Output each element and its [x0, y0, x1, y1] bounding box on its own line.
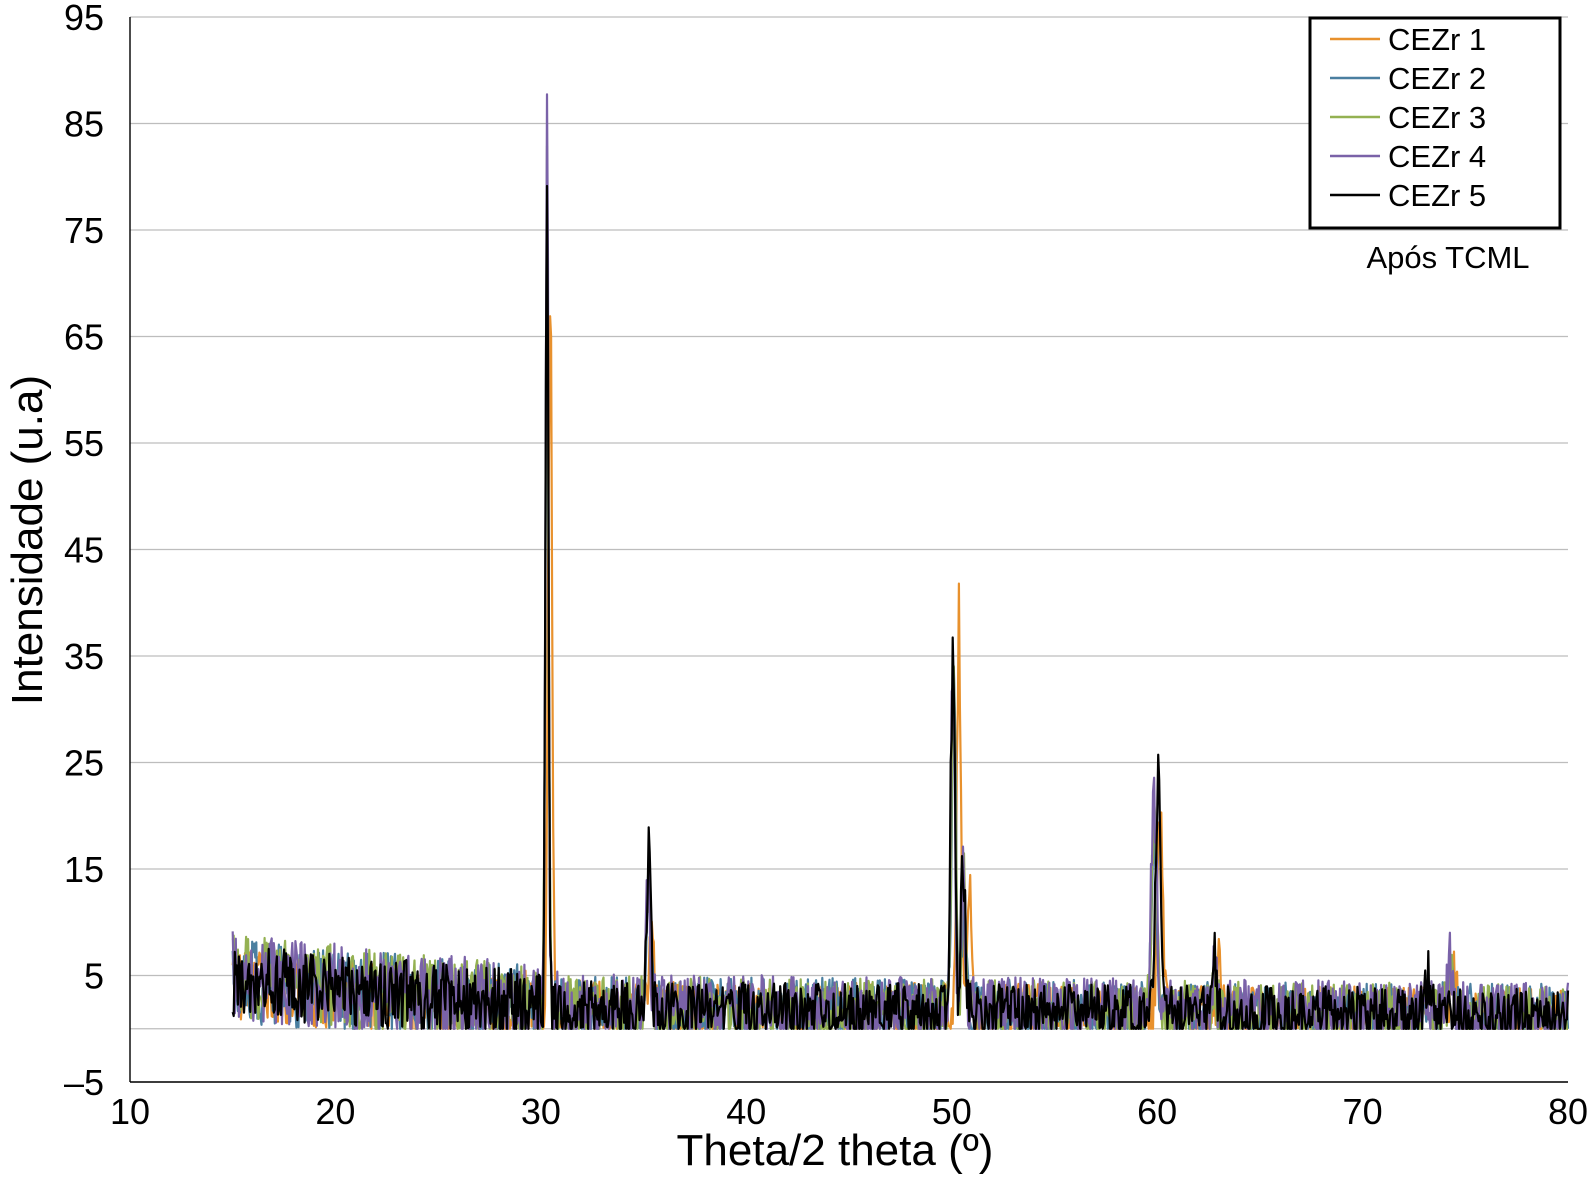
legend-label: CEZr 3	[1388, 100, 1486, 135]
series-line-4	[231, 93, 1570, 1030]
x-tick-label: 60	[1137, 1091, 1177, 1132]
legend: CEZr 1 CEZr 2 CEZr 3 CEZr 4 CEZr 5	[1308, 16, 1562, 230]
y-tick-label: 85	[64, 104, 104, 145]
y-tick-label: 95	[64, 0, 104, 38]
y-axis-title: Intensidade (u.a)	[3, 375, 52, 705]
y-tick-label: 75	[64, 210, 104, 251]
x-tick-labels: 10 20 30 40 50 60 70 80	[110, 1091, 1588, 1132]
x-tick-label: 30	[521, 1091, 561, 1132]
legend-label: CEZr 4	[1388, 139, 1486, 174]
annotation-label: Após TCML	[1366, 240, 1529, 275]
x-tick-label: 10	[110, 1091, 150, 1132]
series-line-5	[231, 184, 1570, 1030]
series-line-1	[231, 315, 1569, 1030]
y-tick-label: 65	[64, 317, 104, 358]
y-tick-label: 15	[64, 849, 104, 890]
y-tick-label: 25	[64, 743, 104, 784]
legend-label: CEZr 2	[1388, 61, 1486, 96]
y-tick-label: 35	[64, 636, 104, 677]
series-lines	[231, 93, 1570, 1030]
legend-frame	[1308, 16, 1562, 230]
legend-label: CEZr 5	[1388, 178, 1486, 213]
series-line-2	[231, 184, 1570, 1030]
x-axis-title: Theta/2 theta (º)	[677, 1126, 994, 1175]
series-line-3	[231, 144, 1569, 1030]
x-tick-label: 40	[726, 1091, 766, 1132]
legend-label: CEZr 1	[1388, 22, 1486, 57]
x-tick-label: 80	[1548, 1091, 1588, 1132]
axes	[129, 17, 1568, 1083]
y-tick-label: –5	[64, 1062, 104, 1103]
y-tick-label: 5	[84, 956, 104, 997]
y-tick-label: 45	[64, 530, 104, 571]
x-tick-label: 20	[315, 1091, 355, 1132]
y-tick-label: 55	[64, 423, 104, 464]
x-tick-label: 50	[932, 1091, 972, 1132]
y-tick-labels: –5 5 15 25 35 45 55 65 75 85 95	[64, 0, 104, 1103]
x-tick-label: 70	[1343, 1091, 1383, 1132]
